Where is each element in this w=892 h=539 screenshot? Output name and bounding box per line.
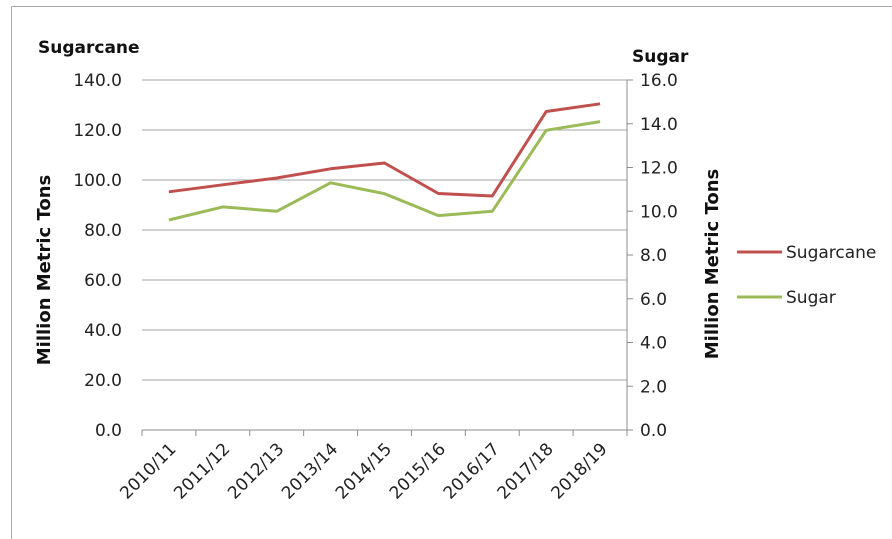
x-tick-label: 2015/16 <box>386 439 450 503</box>
gridlines <box>142 79 627 381</box>
x-tick-label: 2018/19 <box>548 439 612 503</box>
left-tick-label: 100.0 <box>73 171 122 191</box>
x-tick-label: 2016/17 <box>440 439 504 503</box>
right-axis-label: Million Metric Tons <box>702 169 723 360</box>
legend: Sugarcane Sugar <box>737 243 876 308</box>
x-tick-label: 2017/18 <box>494 439 558 503</box>
x-tick-label: 2010/11 <box>116 439 180 503</box>
left-axis-ticks: 0.0 20.0 40.0 60.0 80.0 100.0 120.0 140.0 <box>73 71 122 441</box>
axes <box>142 80 628 431</box>
left-tick-label: 60.0 <box>84 271 122 291</box>
left-tick-label: 140.0 <box>73 71 122 91</box>
x-tick-label: 2012/13 <box>224 439 288 503</box>
series-line-sugarcane <box>168 102 601 198</box>
left-tick-label: 40.0 <box>84 321 122 341</box>
left-axis-label: Million Metric Tons <box>34 175 55 366</box>
right-tick-label: 10.0 <box>640 202 678 222</box>
x-tick-label: 2013/14 <box>278 439 342 503</box>
series-lines <box>168 102 601 222</box>
legend-label-sugarcane: Sugarcane <box>786 243 876 263</box>
left-axis-title: Sugarcane <box>38 38 140 58</box>
left-tick-label: 20.0 <box>84 371 122 391</box>
legend-label-sugar: Sugar <box>786 288 836 308</box>
x-tick-label: 2011/12 <box>170 439 234 503</box>
left-tick-label: 80.0 <box>84 221 122 241</box>
right-tick-label: 2.0 <box>640 377 667 397</box>
right-tick-label: 14.0 <box>640 115 678 135</box>
right-tick-label: 8.0 <box>640 246 667 266</box>
x-axis-ticks: 2010/112011/122012/132013/142014/152015/… <box>116 430 628 503</box>
right-tick-label: 6.0 <box>640 290 667 310</box>
right-axis-ticks: 0.0 2.0 4.0 6.0 8.0 10.0 12.0 14.0 16.0 <box>627 71 678 441</box>
chart-frame <box>11 6 892 539</box>
right-tick-label: 16.0 <box>640 71 678 91</box>
series-line-sugar <box>168 120 601 222</box>
x-tick-label: 2014/15 <box>332 439 396 503</box>
left-tick-label: 0.0 <box>95 421 122 441</box>
right-tick-label: 4.0 <box>640 334 667 354</box>
right-tick-label: 12.0 <box>640 159 678 179</box>
right-tick-label: 0.0 <box>640 421 667 441</box>
right-axis-title: Sugar <box>632 47 689 67</box>
left-tick-label: 120.0 <box>73 121 122 141</box>
